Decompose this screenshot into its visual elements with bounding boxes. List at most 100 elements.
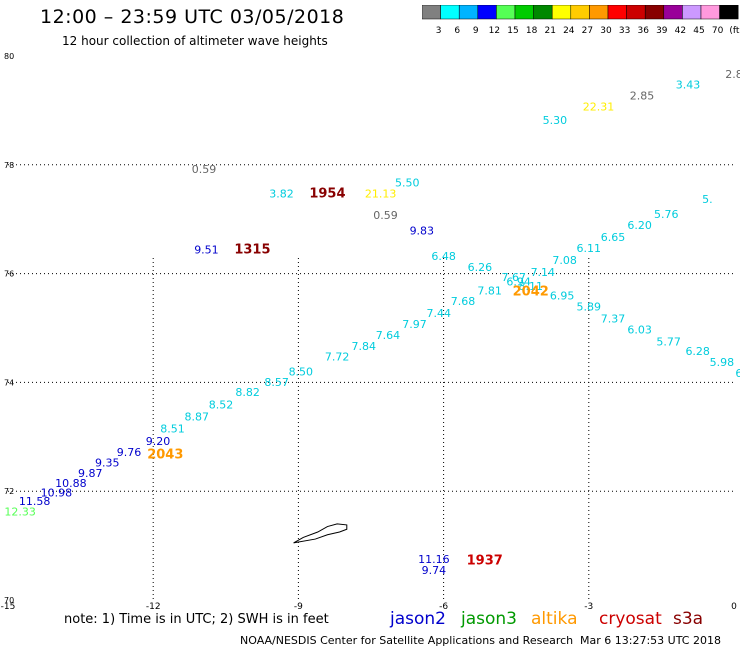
wave-height-label: 0.59 [373, 209, 398, 222]
color-scale-label: 6 [454, 26, 460, 36]
wave-height-label: 6 [735, 367, 740, 380]
wave-height-label: 8.50 [289, 365, 314, 378]
wave-height-label: 2.85 [630, 90, 655, 103]
wave-height-label: 8.52 [209, 399, 234, 412]
x-tick-label: 0 [731, 602, 737, 610]
credit-line: NOAA/NESDIS Center for Satellite Applica… [240, 634, 574, 647]
wave-height-label: 7.72 [325, 351, 350, 364]
wave-height-label: 5.89 [577, 301, 602, 314]
wave-height-label: 6.20 [627, 219, 652, 232]
color-scale-label: 42 [675, 26, 686, 36]
wave-height-plot: -15 -12 -9 -6 -3 0 70 72 74 76 78 80 12.3311.5810.98… [1, 52, 740, 610]
wave-height-label: 8.82 [235, 386, 260, 399]
color-scale-label: 24 [563, 26, 575, 36]
wave-height-label: 9.83 [410, 224, 435, 237]
color-scale-label: 70 [712, 26, 724, 36]
color-scale-label: (ft) [729, 26, 740, 36]
wave-height-label: 7.68 [451, 295, 476, 308]
color-scale-label: 30 [600, 26, 612, 36]
wave-height-label: 6.94 [506, 276, 531, 289]
color-scale-label: 33 [619, 26, 630, 36]
color-scale-label: 3 [436, 26, 442, 36]
wave-height-label: 0.59 [192, 163, 217, 176]
wave-height-label: 7.67 [502, 271, 527, 284]
color-scale-label: 45 [693, 26, 704, 36]
y-tick-label: 74 [4, 378, 14, 387]
wave-height-label: 9.74 [422, 564, 447, 577]
wave-height-label: 6.65 [601, 231, 626, 244]
legend-cryosat: cryosat [599, 609, 662, 629]
color-scale-label: 15 [507, 26, 518, 36]
wave-height-label: 2043 [147, 448, 183, 463]
x-tick-label: -3 [584, 602, 593, 610]
wave-height-label: 5.77 [656, 335, 681, 348]
wave-height-label: 11.58 [19, 495, 51, 508]
wave-height-label: 9.35 [95, 457, 120, 470]
color-scale-label: 39 [656, 26, 668, 36]
legend-jason2: jason2 [390, 609, 446, 629]
wave-height-label: 3.82 [269, 187, 294, 200]
x-tick-label: -12 [146, 602, 161, 610]
color-scale-label: 21 [544, 26, 555, 36]
legend-s3a: s3a [673, 609, 704, 629]
footer-note: note: 1) Time is in UTC; 2) SWH is in fe… [64, 612, 329, 627]
wave-height-label: 9.51 [194, 243, 219, 256]
legend-jason3: jason3 [461, 609, 517, 629]
wave-height-label: 10.88 [55, 477, 87, 490]
wave-height-label: 10.98 [41, 487, 73, 500]
wave-height-label: 5.30 [543, 114, 568, 127]
generated-timestamp: Mar 6 13:27:53 UTC 2018 [580, 634, 721, 647]
wave-height-label: 8.11 [518, 280, 543, 293]
wave-height-label: 5. [702, 193, 713, 206]
wave-height-label: 5.76 [654, 208, 679, 221]
wave-height-label: 22.31 [583, 100, 615, 113]
wave-height-label: 8.57 [264, 376, 289, 389]
chart-subtitle: 12 hour collection of altimeter wave hei… [62, 34, 328, 48]
x-tick-label: -15 [1, 602, 16, 610]
color-scale-label: 12 [489, 26, 500, 36]
wave-height-label: 9.76 [117, 446, 142, 459]
island-outline [293, 523, 348, 544]
wave-height-label: 11.16 [418, 553, 450, 566]
wave-height-label: 8.87 [185, 410, 210, 423]
wave-height-label: 7.81 [477, 284, 502, 297]
wave-height-label: 5.50 [395, 177, 420, 190]
color-swatch [719, 5, 739, 20]
wave-height-label: 9.87 [78, 467, 103, 480]
chart-title: 12:00 – 23:59 UTC 03/05/2018 [40, 6, 345, 28]
wave-height-label: 3.43 [676, 79, 701, 92]
wave-height-label: 1954 [309, 186, 345, 201]
y-tick-label: 72 [4, 487, 14, 496]
x-tick-label: -6 [439, 602, 448, 610]
wave-height-label: 21.13 [365, 187, 397, 200]
wave-height-label: 6.26 [468, 261, 493, 274]
wave-height-label: 7.08 [552, 254, 577, 267]
y-tick-label: 76 [4, 270, 14, 279]
wave-height-label: 5.98 [710, 356, 735, 369]
wave-height-label: 6.11 [577, 242, 602, 255]
wave-height-label: 6.48 [431, 250, 456, 263]
wave-height-label: 2042 [513, 284, 549, 299]
wave-height-label: 7.37 [601, 313, 626, 326]
wave-height-label: 7.44 [427, 307, 452, 320]
wave-height-label: 12.33 [4, 506, 36, 519]
color-scale-label: 9 [473, 26, 479, 36]
y-tick-label: 80 [4, 52, 14, 61]
color-scale-label: 18 [526, 26, 538, 36]
x-tick-label: -9 [294, 602, 303, 610]
wave-height-label: 6.03 [627, 323, 652, 336]
wave-height-label: 6.28 [685, 345, 710, 358]
wave-height-label: 2.8 [725, 68, 740, 81]
wave-height-label: 7.14 [531, 266, 556, 279]
wave-height-label: 1937 [467, 554, 503, 569]
y-tick-label: 78 [4, 161, 14, 170]
color-scale-label: 27 [582, 26, 593, 36]
wave-height-label: 7.84 [351, 340, 376, 353]
wave-height-label: 1315 [234, 242, 270, 257]
wave-height-label: 7.97 [402, 318, 427, 331]
color-scale-label: 36 [637, 26, 649, 36]
wave-height-label: 9.20 [146, 435, 171, 448]
y-tick-label: 70 [4, 596, 14, 605]
legend-altika: altika [531, 609, 578, 629]
